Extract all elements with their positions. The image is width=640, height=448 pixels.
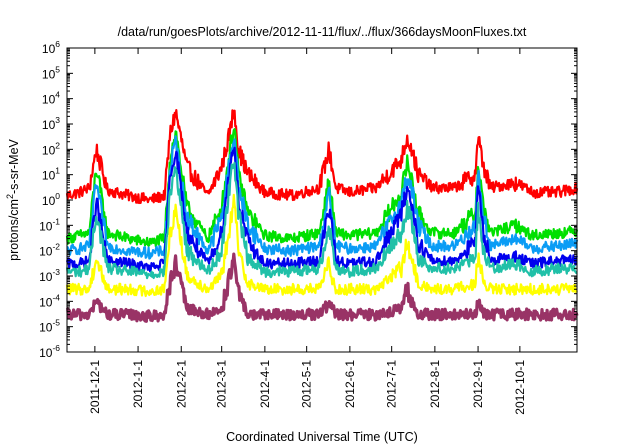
- x-tick-label-1: 2012-1-1: [131, 360, 145, 408]
- y-axis-label-units: -s-sr-MeV: [7, 138, 21, 194]
- y-tick-label-11: 105: [42, 64, 60, 81]
- y-tick-label-5: 10-1: [39, 216, 60, 233]
- x-tick-label-9: 2012-9-1: [471, 360, 485, 408]
- y-axis-label-main: protons/cm: [7, 199, 21, 261]
- y-tick-label-8: 102: [42, 140, 60, 157]
- x-tick-label-4: 2012-4-1: [258, 360, 272, 408]
- y-axis-label-superscript: 2: [5, 194, 15, 199]
- y-tick-label-12: 106: [42, 39, 60, 56]
- series-line-3: [65, 146, 578, 273]
- y-tick-label-7: 101: [42, 166, 60, 183]
- x-tick-label-8: 2012-8-1: [428, 360, 442, 408]
- x-tick-label-6: 2012-6-1: [343, 360, 357, 408]
- series-line-1: [65, 128, 579, 248]
- x-tick-label-5: 2012-5-1: [300, 360, 314, 408]
- x-tick-label-7: 2012-7-1: [385, 360, 399, 408]
- y-tick-label-0: 10-6: [39, 343, 60, 360]
- series-layer: [65, 109, 579, 323]
- series-line-6: [65, 252, 579, 323]
- x-axis: 2011-12-1 2012-1-1 2012-2-1 2012-3-1 2012-4-…: [88, 48, 527, 415]
- series-line-0: [65, 109, 579, 205]
- y-tick-label-3: 10-3: [39, 267, 60, 284]
- y-tick-label-2: 10-4: [39, 292, 60, 309]
- x-tick-label-2: 2012-2-1: [174, 360, 188, 408]
- y-tick-label-1: 10-5: [39, 318, 60, 335]
- x-axis-label: Coordinated Universal Time (UTC): [226, 430, 418, 444]
- series-line-4: [65, 161, 578, 280]
- series-line-5: [65, 193, 578, 298]
- y-tick-label-10: 104: [42, 90, 60, 107]
- y-tick-label-6: 100: [42, 191, 60, 208]
- y-tick-label-4: 10-2: [39, 242, 60, 259]
- x-tick-label-0: 2011-12-1: [88, 360, 102, 414]
- y-tick-label-9: 103: [42, 115, 60, 132]
- chart-title: /data/run/goesPlots/archive/2012-11-11/f…: [118, 25, 527, 39]
- y-axis: 10-6 10-5 10-4 10-3 10-2 10-1 100 101 102 103 104 1…: [39, 39, 577, 360]
- x-tick-label-10: 2012-10-1: [513, 360, 527, 415]
- y-axis-label: protons/cm2-s-sr-MeV: [5, 138, 21, 260]
- x-tick-label-3: 2012-3-1: [215, 360, 229, 408]
